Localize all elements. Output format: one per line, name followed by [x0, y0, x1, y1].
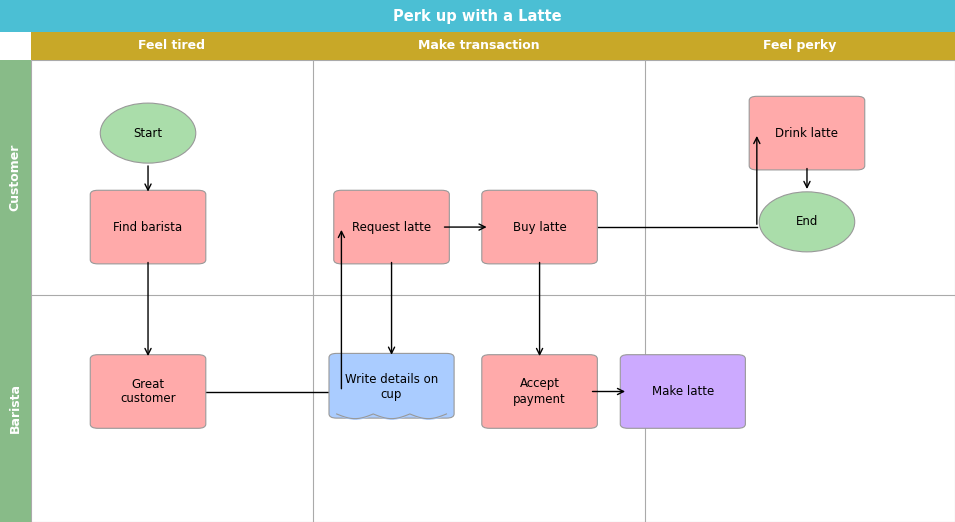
FancyBboxPatch shape: [90, 191, 206, 264]
Text: Buy latte: Buy latte: [513, 221, 566, 233]
Text: Feel tired: Feel tired: [138, 40, 205, 52]
FancyBboxPatch shape: [0, 60, 31, 295]
Text: Start: Start: [134, 127, 162, 139]
FancyBboxPatch shape: [31, 32, 955, 60]
Text: Make latte: Make latte: [651, 385, 714, 398]
FancyBboxPatch shape: [90, 355, 206, 428]
FancyBboxPatch shape: [481, 191, 598, 264]
FancyBboxPatch shape: [334, 191, 449, 264]
Text: Barista: Barista: [9, 384, 22, 433]
Text: Accept
payment: Accept payment: [513, 377, 566, 406]
FancyBboxPatch shape: [621, 355, 745, 428]
Text: Feel perky: Feel perky: [763, 40, 837, 52]
Text: Request latte: Request latte: [352, 221, 431, 233]
Ellipse shape: [100, 103, 196, 163]
Text: Drink latte: Drink latte: [775, 127, 838, 139]
Text: Great
customer: Great customer: [120, 377, 176, 406]
Text: Customer: Customer: [9, 144, 22, 211]
Bar: [31, 60, 955, 522]
FancyBboxPatch shape: [481, 355, 598, 428]
FancyBboxPatch shape: [0, 295, 31, 522]
Text: Make transaction: Make transaction: [418, 40, 540, 52]
FancyBboxPatch shape: [0, 0, 955, 32]
FancyBboxPatch shape: [749, 97, 865, 170]
Text: Write details on
cup: Write details on cup: [345, 373, 438, 401]
FancyBboxPatch shape: [329, 353, 455, 418]
Text: Perk up with a Latte: Perk up with a Latte: [393, 9, 562, 23]
Text: Find barista: Find barista: [114, 221, 182, 233]
Ellipse shape: [759, 192, 855, 252]
Text: End: End: [796, 216, 818, 228]
